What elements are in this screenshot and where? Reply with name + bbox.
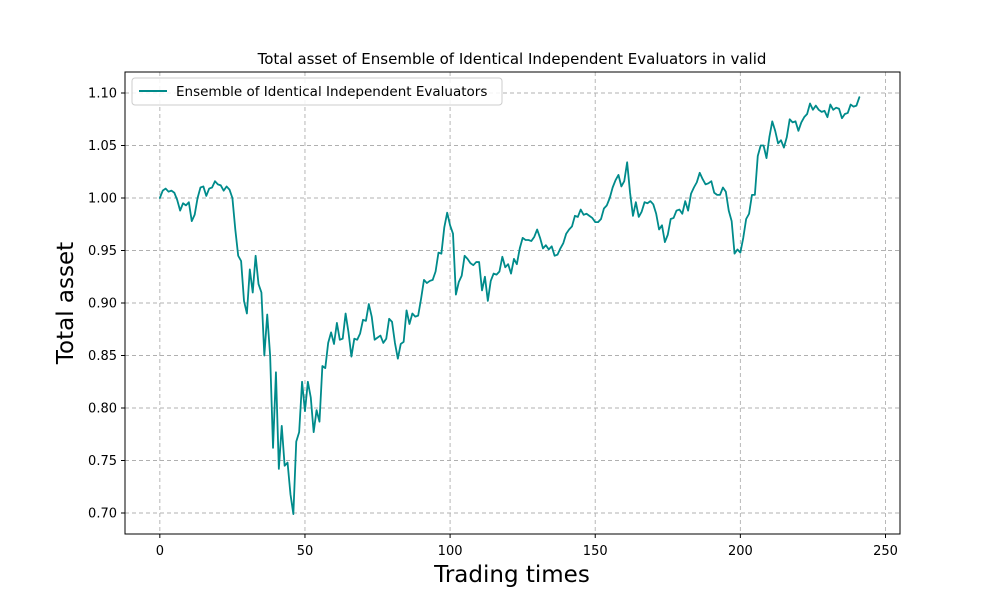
x-tick-label: 200 (728, 544, 753, 559)
series-line-0 (158, 96, 861, 515)
y-tick-label: 0.80 (88, 402, 117, 417)
x-axis: 0 50 100 150 200 250 (156, 534, 898, 559)
legend: Ensemble of Identical Independent Evalua… (131, 77, 503, 106)
x-tick-label: 100 (438, 544, 463, 559)
legend-label: Ensemble of Identical Independent Evalua… (176, 84, 487, 100)
y-tick-label: 0.95 (88, 244, 117, 259)
x-axis-title: Trading times (433, 562, 590, 588)
y-tick-label: 1.05 (88, 139, 117, 154)
x-tick-label: 0 (156, 544, 164, 559)
y-tick-label: 0.70 (88, 507, 117, 522)
y-tick-label: 0.75 (88, 454, 117, 469)
y-axis: 0.70 0.75 0.80 0.85 0.90 0.95 1.00 1.05 1.10 (88, 87, 125, 522)
chart-title: Total asset of Ensemble of Identical Ind… (257, 50, 767, 68)
y-tick-label: 0.90 (88, 297, 117, 312)
x-tick-label: 250 (873, 544, 898, 559)
legend-box (131, 77, 503, 106)
y-axis-title: Total asset (53, 242, 79, 365)
grid-lines (125, 72, 900, 534)
x-tick-label: 150 (583, 544, 608, 559)
x-tick-label: 50 (297, 544, 314, 559)
y-tick-label: 0.85 (88, 349, 117, 364)
y-tick-label: 1.00 (88, 192, 117, 207)
y-tick-label: 1.10 (88, 87, 117, 102)
series-layer (158, 96, 861, 515)
